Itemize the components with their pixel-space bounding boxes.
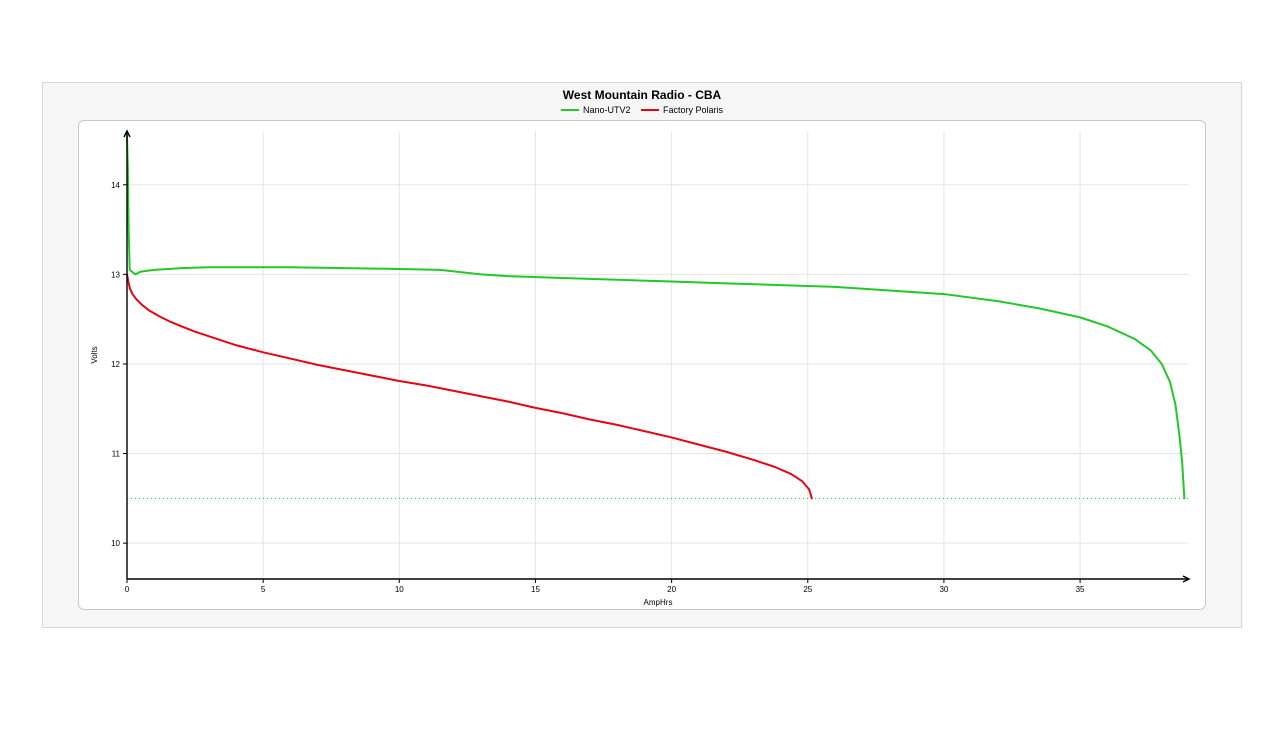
y-tick-label: 10: [111, 539, 120, 548]
title-block: West Mountain Radio - CBA Nano-UTV2 Fact…: [43, 89, 1241, 115]
legend-label-1: Factory Polaris: [663, 105, 723, 115]
legend-swatch-1: [641, 109, 659, 111]
legend-item-0: Nano-UTV2: [561, 105, 631, 115]
y-tick-label: 14: [111, 181, 120, 190]
legend-swatch-0: [561, 109, 579, 111]
legend-item-1: Factory Polaris: [641, 105, 723, 115]
chart-panel: 0 5 10 15 20 25 30 35 10 11 12 13 14 AmpHrs Volts: [78, 120, 1206, 610]
series-0: [127, 135, 1184, 498]
x-axis-title: AmpHrs: [644, 598, 673, 607]
x-tick-label: 15: [531, 585, 540, 594]
y-tick-label: 13: [111, 270, 120, 279]
series-1: [127, 274, 812, 498]
x-tick-label: 25: [803, 585, 812, 594]
x-tick-label: 0: [125, 585, 130, 594]
legend-label-0: Nano-UTV2: [583, 105, 631, 115]
y-axis-title: Volts: [90, 346, 99, 363]
legend: Nano-UTV2 Factory Polaris: [43, 103, 1241, 115]
chart-title: West Mountain Radio - CBA: [43, 89, 1241, 102]
y-tick-label: 12: [111, 360, 120, 369]
x-tick-label: 10: [395, 585, 404, 594]
x-tick-label: 20: [667, 585, 676, 594]
x-tick-label: 5: [261, 585, 266, 594]
x-tick-label: 30: [939, 585, 948, 594]
y-tick-label: 11: [112, 450, 121, 459]
x-tick-label: 35: [1076, 585, 1085, 594]
chart-svg: 0 5 10 15 20 25 30 35 10 11 12 13 14 AmpHrs Volts: [79, 121, 1207, 611]
